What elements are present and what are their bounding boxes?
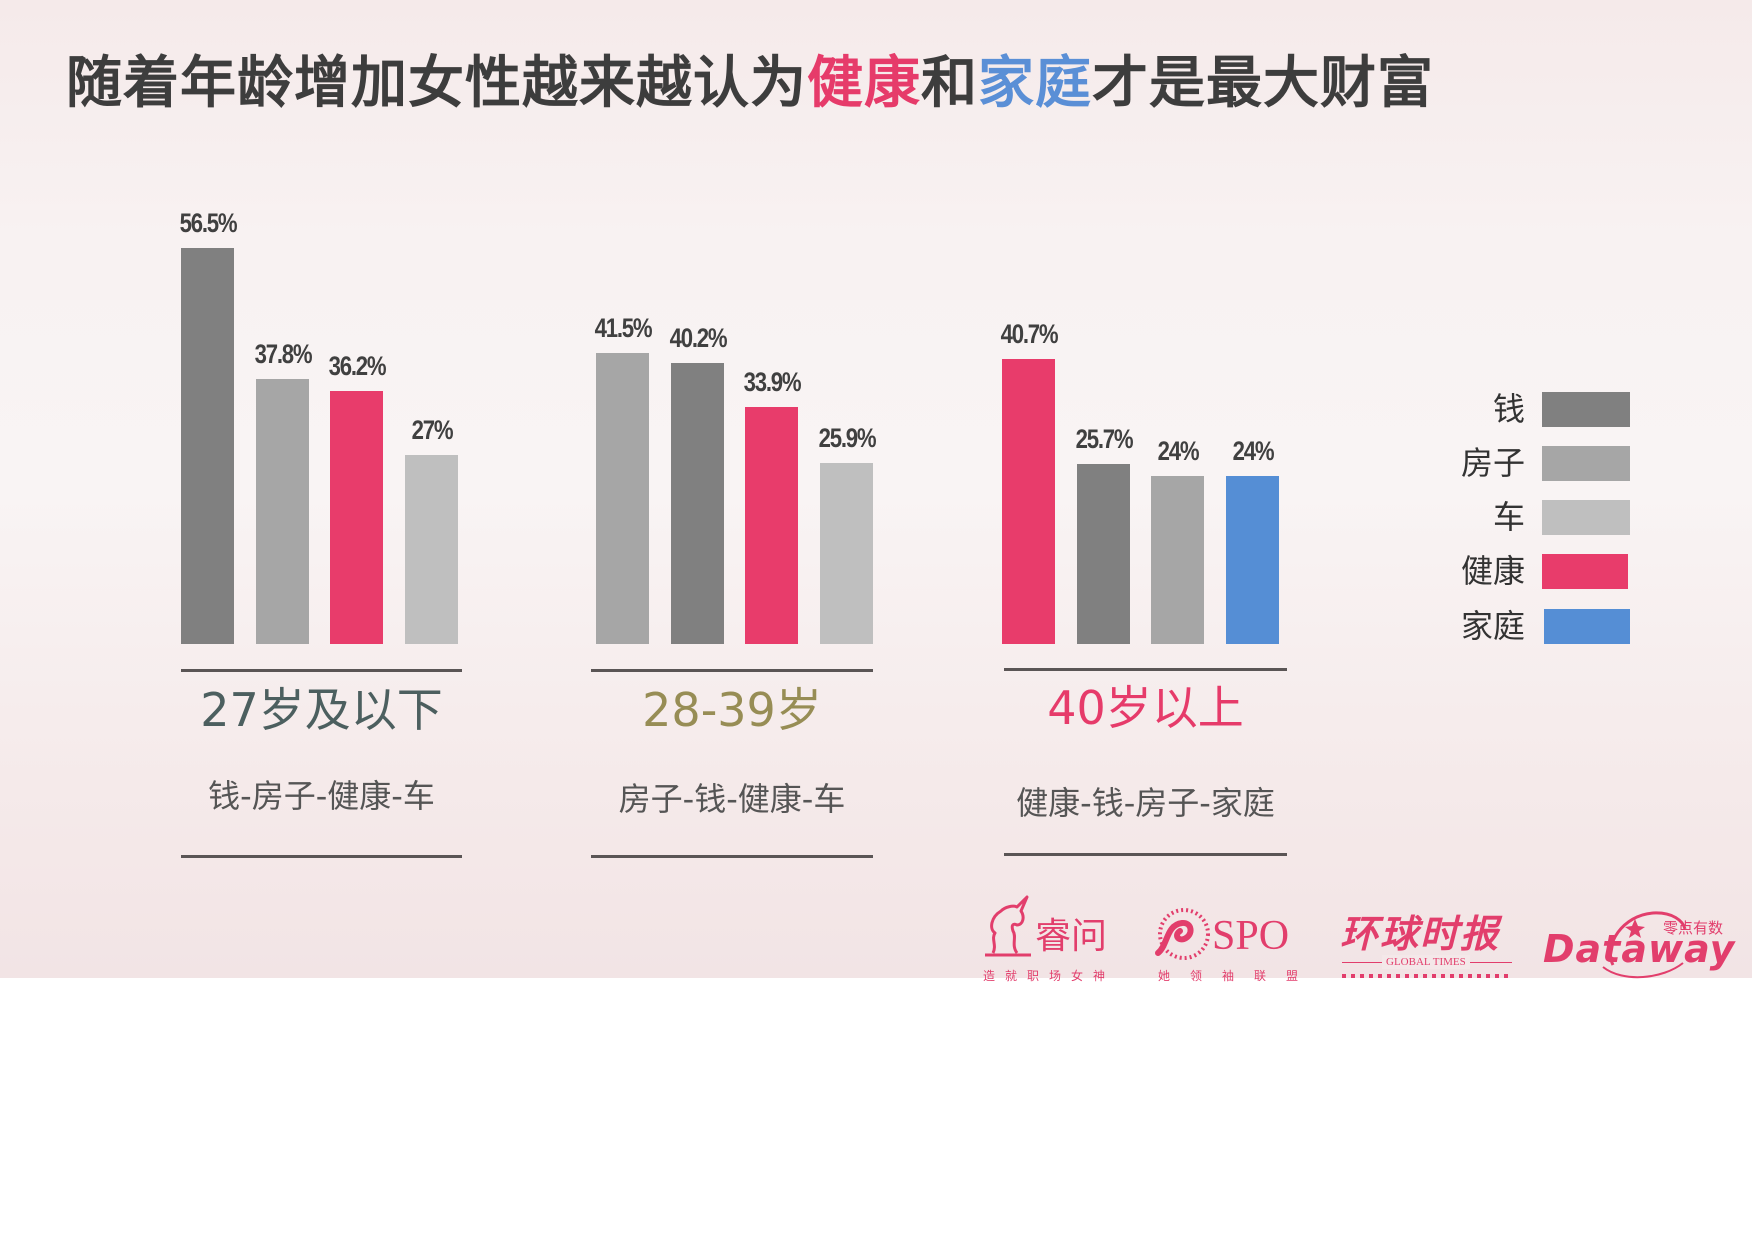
bar-value-label: 37.8% [254,339,312,369]
bar-house [256,379,309,644]
title-part-2: 和 [921,51,978,116]
dataway-orbit-icon [1602,911,1687,979]
bar-house [1151,476,1204,644]
spo-logo: SPO 她领袖联盟 [1152,905,1307,985]
bar-value-label: 24% [1157,436,1199,466]
legend-label: 家庭 [1460,607,1525,645]
ruiwen-name: 睿问 [1035,916,1108,957]
ruiwen-logo: 睿问 造就职场女神 [983,895,1118,985]
dataway-logo: Dataway 零点有数 [1543,905,1743,980]
spo-name: SPO [1212,913,1290,959]
group-2-label: 28-39岁 [642,683,822,737]
group-1-bottom-rule [181,855,462,858]
global-times-logo: 环球时报 GLOBAL TIMES [1340,912,1515,982]
legend-swatch-house [1542,446,1630,481]
title-part-3: 才是最大财富 [1092,51,1434,116]
bar-health [1002,359,1055,644]
bar-money [671,363,724,644]
group-3-top-rule [1004,668,1287,671]
group-2-top-rule [591,669,873,672]
legend-swatch-family [1544,609,1630,644]
group-2-ranking: 房子-钱-健康-车 [618,780,846,818]
title-highlight-health: 健康 [807,51,921,116]
ruiwen-tagline: 造就职场女神 [983,969,1116,983]
dataway-name: Dataway [1543,927,1736,971]
legend-label: 钱 [1492,390,1525,428]
bar-value-label: 36.2% [328,351,386,381]
legend-label: 房子 [1460,444,1525,482]
bar-family [1226,476,1279,644]
legend-item-money: 钱 [1380,390,1630,428]
legend-swatch-car [1542,500,1630,535]
bar-value-label: 40.7% [1000,319,1058,349]
group-3-bottom-rule [1004,853,1287,856]
dataway-chinese: 零点有数 [1663,919,1724,937]
unicorn-icon [985,895,1031,957]
bar-money [1077,464,1130,644]
title-highlight-family: 家庭 [978,51,1092,116]
slide-background: 随着年龄增加女性越来越认为健康和家庭才是最大财富 56.5% 37.8% 36.2%… [0,0,1752,983]
bar-car [405,455,458,644]
bar-value-label: 25.9% [818,423,876,453]
global-times-dots [1342,974,1512,978]
bar-money [181,248,234,644]
page-title: 随着年龄增加女性越来越认为健康和家庭才是最大财富 [66,50,1434,118]
legend-swatch-money [1542,392,1630,427]
bar-value-label: 27% [411,415,453,445]
bar-value-label: 25.7% [1075,424,1133,454]
group-3-ranking: 健康-钱-房子-家庭 [1016,784,1275,822]
bar-health [745,407,798,644]
bar-house [596,353,649,644]
global-times-name: 环球时报 [1340,911,1501,956]
global-times-english: GLOBAL TIMES [1382,955,1470,969]
bar-value-label: 56.5% [179,208,237,238]
bar-value-label: 40.2% [669,323,727,353]
group-1-top-rule [181,669,462,672]
spo-emblem-icon [1155,908,1210,960]
group-3-label: 40岁以上 [1047,681,1244,735]
bar-value-label: 33.9% [743,367,801,397]
spo-tagline: 她领袖联盟 [1158,969,1319,983]
group-1-label: 27岁及以下 [200,683,443,737]
legend-label: 车 [1492,498,1525,536]
bar-value-label: 41.5% [594,313,652,343]
bar-car [820,463,873,644]
legend-swatch-health [1542,554,1628,589]
legend-item-car: 车 [1380,498,1630,536]
legend-label: 健康 [1460,552,1525,590]
bar-health [330,391,383,644]
bar-value-label: 24% [1232,436,1274,466]
legend-item-health: 健康 [1380,552,1630,590]
group-1-ranking: 钱-房子-健康-车 [208,777,435,815]
legend-item-house: 房子 [1380,444,1630,482]
title-part-1: 随着年龄增加女性越来越认为 [66,51,807,116]
legend-item-family: 家庭 [1380,607,1630,645]
group-2-bottom-rule [591,855,873,858]
